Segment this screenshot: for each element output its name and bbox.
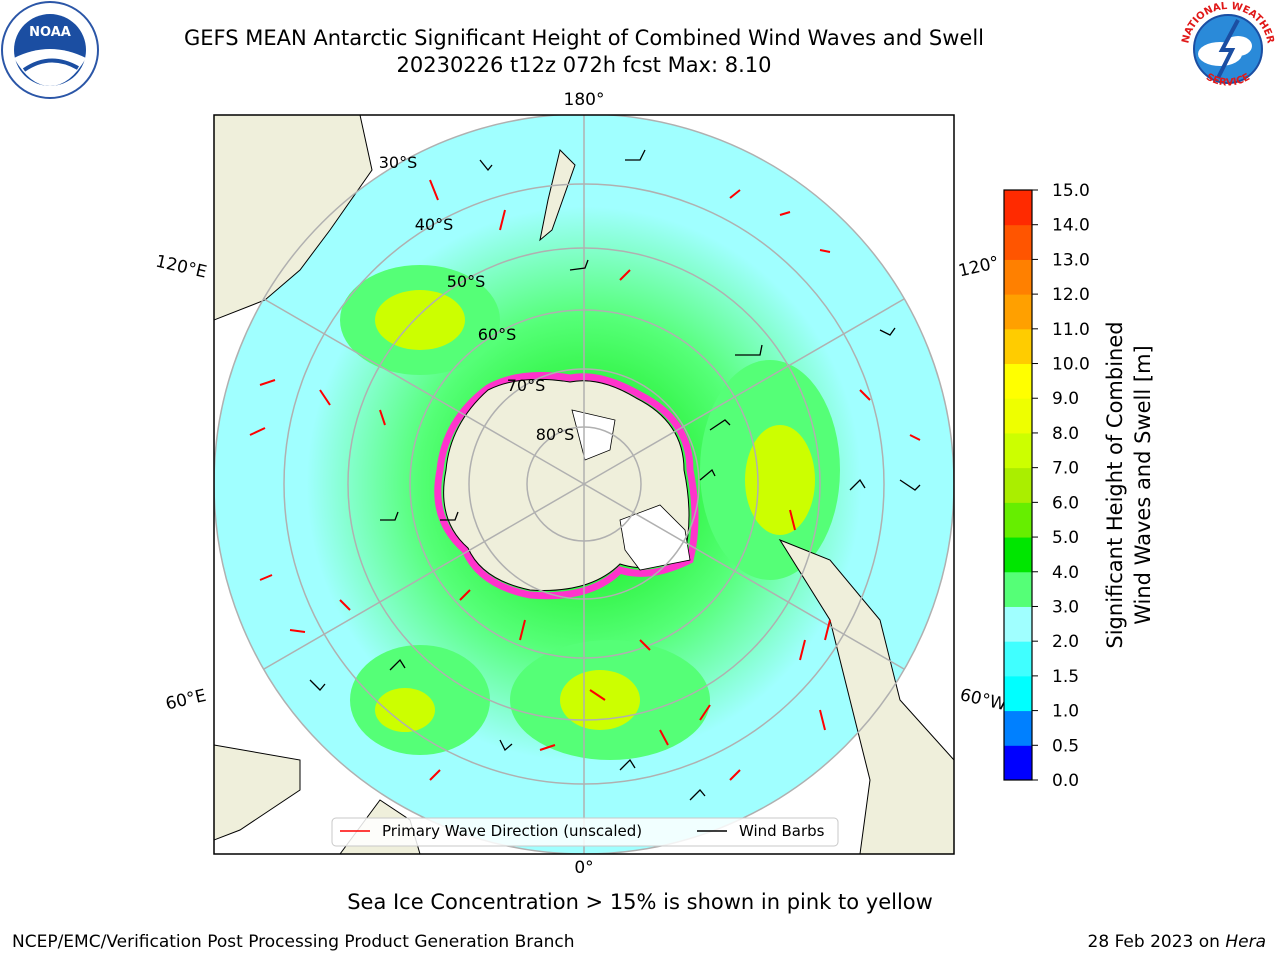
nws-logo-bottom-text: SERVICE (1204, 72, 1252, 89)
chart-subtitle: 20230226 t12z 072h fcst Max: 8.10 (396, 53, 772, 77)
footer-date: 28 Feb 2023 on Hera (1088, 932, 1266, 952)
lon-label-right-bottom: 60°W (958, 685, 1008, 715)
footer-date-text: 28 Feb 2023 on (1087, 932, 1226, 952)
colorbar-tick-label: 5.0 (1052, 528, 1079, 548)
graticule (214, 115, 954, 854)
wave-direction-arrows (249, 179, 921, 781)
lon-label-left-bottom: 60°E (164, 686, 208, 715)
legend-wind-label: Wind Barbs (739, 822, 825, 840)
colorbar-segment (1004, 571, 1032, 607)
lon-label-right-top: 120° (957, 253, 1001, 282)
colorbar-tick-label: 14.0 (1052, 216, 1090, 236)
colorbar-tick-label: 4.0 (1052, 563, 1079, 583)
colorbar-tick-label: 15.0 (1052, 181, 1090, 201)
antarctica-sea-ice-ring (434, 372, 699, 600)
colorbar-segment (1004, 502, 1032, 538)
colorbar-label-line1: Significant Height of Combined (1103, 321, 1127, 648)
lat-label-60s: 60°S (478, 325, 517, 344)
colorbar-segment (1004, 745, 1032, 781)
wind-barbs (309, 149, 921, 801)
lat-label-50s: 50°S (447, 272, 486, 291)
colorbar-label-line2: Wind Waves and Swell [m] (1131, 345, 1155, 625)
legend-wave-label: Primary Wave Direction (unscaled) (382, 822, 642, 840)
svg-text:SERVICE: SERVICE (1204, 72, 1252, 89)
colorbar-tick-label: 10.0 (1052, 355, 1090, 375)
lat-label-30s: 30°S (379, 153, 418, 172)
colorbar-frame (1003, 189, 1033, 781)
colorbar-segment (1004, 363, 1032, 399)
colorbar-segment (1004, 224, 1032, 260)
nws-logo-icon: NATIONAL WEATHER SERVICE (1180, 1, 1276, 95)
colorbar-segment (1004, 328, 1032, 365)
colorbar-segment (1004, 294, 1032, 330)
sea-ice-caption: Sea Ice Concentration > 15% is shown in … (347, 890, 933, 914)
colorbar-tick-label: 8.0 (1052, 424, 1079, 444)
chart-title: GEFS MEAN Antarctic Significant Height o… (183, 26, 985, 50)
colorbar-tick-label: 12.0 (1052, 285, 1090, 305)
map-frame (213, 114, 955, 855)
colorbar-segment (1004, 467, 1032, 503)
legend: Primary Wave Direction (unscaled) Wind B… (331, 817, 839, 847)
noaa-logo-icon: NOAA (1, 1, 99, 99)
lon-label-top: 180° (564, 90, 605, 110)
colorbar-segment (1004, 259, 1032, 295)
colorbar-segment (1004, 606, 1032, 642)
colorbar-segment (1004, 710, 1032, 746)
colorbar-segment (1004, 641, 1032, 677)
colorbar-tick-label: 0.0 (1052, 771, 1079, 791)
colorbar: 0.0 0.5 1.0 1.5 2.0 3.0 4.0 5.0 6.0 7.0 8.0 9.0 10.0… (1003, 181, 1090, 791)
colorbar-segment (1004, 537, 1032, 573)
colorbar-tick-label: 11.0 (1052, 320, 1090, 340)
map-panel (214, 115, 954, 854)
lon-label-left-top: 120°E (154, 252, 209, 283)
colorbar-tick-label: 0.5 (1052, 736, 1079, 756)
colorbar-tick-label: 1.0 (1052, 702, 1079, 722)
lat-label-70s: 70°S (507, 376, 546, 395)
colorbar-segment (1004, 432, 1032, 469)
lat-label-40s: 40°S (415, 215, 454, 234)
colorbar-tick-label: 1.5 (1052, 667, 1079, 687)
colorbar-tick-label: 7.0 (1052, 459, 1079, 479)
colorbar-segment (1004, 675, 1032, 712)
noaa-logo-text: NOAA (29, 25, 71, 40)
colorbar-tick-label: 3.0 (1052, 597, 1079, 617)
colorbar-tick-label: 6.0 (1052, 493, 1079, 513)
colorbar-segment (1004, 398, 1032, 434)
colorbar-tick-label: 9.0 (1052, 389, 1079, 409)
colorbar-tick-label: 2.0 (1052, 632, 1079, 652)
footer-credit: NCEP/EMC/Verification Post Processing Pr… (12, 932, 575, 952)
lat-label-80s: 80°S (536, 425, 575, 444)
colorbar-segment (1004, 190, 1032, 226)
lon-label-bottom: 0° (574, 858, 593, 878)
colorbar-tick-label: 13.0 (1052, 250, 1090, 270)
footer-host: Hera (1225, 932, 1266, 952)
